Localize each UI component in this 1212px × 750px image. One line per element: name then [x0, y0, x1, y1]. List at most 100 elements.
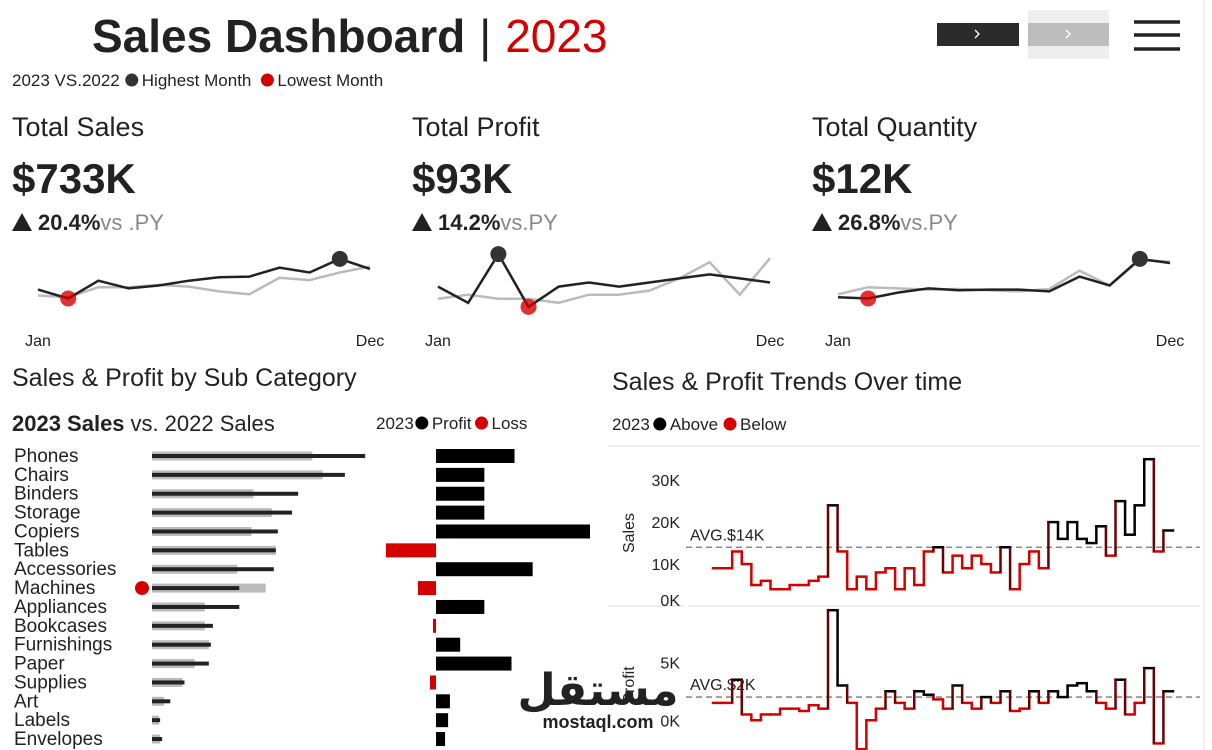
average-label: AVG.$2K	[690, 677, 756, 694]
kpi-value: $733K	[12, 155, 136, 202]
y-tick-label: 20K	[652, 515, 681, 532]
title-text: Sales Dashboard	[92, 10, 465, 62]
bar-2023	[152, 642, 211, 647]
dashboard-title: Sales Dashboard | 2023	[92, 10, 608, 62]
category-label: Bookcases	[14, 616, 107, 637]
bar-2023	[152, 737, 163, 742]
kpi-change: 26.8%vs.PY	[838, 210, 958, 235]
legend-dot	[415, 416, 429, 430]
highest-marker	[331, 250, 348, 267]
kpi-change-label: vs.PY	[900, 210, 958, 235]
profit-bar	[436, 656, 512, 671]
profit-bar	[385, 543, 437, 558]
legend-dot	[260, 73, 274, 87]
category-label: Art	[14, 691, 39, 712]
profit-bar	[433, 618, 437, 633]
legend-dot	[723, 417, 737, 431]
legend-label: 2023	[376, 414, 414, 433]
nav-arrow	[1065, 29, 1071, 39]
bar-2023	[152, 491, 299, 496]
lowest-marker	[60, 290, 77, 307]
nav-arrow	[974, 29, 980, 39]
kpi-change: 14.2%vs.PY	[438, 210, 558, 235]
decline-marker	[135, 581, 149, 596]
bar-2023	[152, 529, 278, 534]
category-label: Labels	[14, 710, 70, 731]
watermark-arabic: مستقل	[518, 666, 679, 715]
legend-dot	[653, 417, 667, 431]
spark-line	[437, 251, 771, 309]
bar-2023	[152, 699, 171, 704]
spark-line	[37, 265, 371, 299]
bar-2023	[152, 623, 213, 628]
category-label: Tables	[14, 540, 69, 561]
profit-bar	[436, 524, 590, 539]
bar-2023	[152, 548, 276, 553]
y-tick-label: 0K	[660, 713, 680, 730]
kpi-title: Total Quantity	[812, 112, 978, 142]
category-label: Furnishings	[14, 635, 112, 656]
kpi-title: Total Sales	[12, 112, 144, 142]
profit-bar	[436, 599, 485, 614]
x-tick-label: Dec	[356, 333, 384, 350]
legend-label: Highest Month	[142, 71, 252, 90]
legend-label: vs.	[131, 411, 159, 436]
legend-dot	[475, 416, 489, 430]
kpi-title: Total Profit	[412, 112, 540, 142]
lowest-marker	[860, 290, 877, 307]
spark-line	[437, 257, 771, 305]
legend-label: 2023	[612, 415, 650, 434]
category-label: Chairs	[14, 465, 69, 486]
y-tick-label: 0K	[660, 593, 680, 610]
kpi-change-label: vs.PY	[500, 210, 558, 235]
category-label: Appliances	[14, 597, 107, 618]
kpi-change-value: 14.2%	[438, 210, 500, 235]
title-separator: |	[479, 10, 491, 62]
up-triangle	[12, 213, 32, 231]
title-year: 2023	[505, 10, 607, 62]
profit-bar	[436, 562, 533, 577]
lowest-marker	[520, 298, 537, 315]
y-axis-label: Profit	[621, 666, 638, 704]
highest-marker	[490, 246, 507, 263]
profit-bar	[436, 637, 461, 652]
kpi-change-value: 26.8%	[838, 210, 900, 235]
profit-bar	[436, 694, 450, 709]
kpi-change: 20.4%vs .PY	[38, 210, 164, 235]
bar-2023	[152, 680, 185, 685]
category-label: Envelopes	[14, 729, 103, 750]
profit-bar	[436, 467, 485, 482]
x-tick-label: Jan	[425, 333, 451, 350]
up-triangle	[412, 213, 432, 231]
bar-2023	[152, 472, 345, 477]
kpi-change-value: 20.4%	[38, 210, 100, 235]
watermark-latin: mostaql.com	[542, 712, 653, 732]
bar-2023	[152, 604, 240, 609]
kpi-change-label: vs .PY	[100, 210, 164, 235]
x-tick-label: Jan	[825, 333, 851, 350]
bar-2023	[152, 718, 161, 723]
kpi-value: $93K	[412, 155, 512, 202]
profit-bar	[436, 732, 446, 747]
bar-2023	[152, 586, 240, 591]
y-tick-label: 5K	[660, 655, 680, 672]
y-axis-label: Sales	[621, 513, 638, 553]
legend-label: Below	[740, 415, 787, 434]
legend-label: 2022 Sales	[165, 411, 275, 436]
profit-bar	[429, 675, 437, 690]
category-label: Binders	[14, 484, 78, 505]
average-label: AVG.$14K	[690, 527, 765, 544]
profit-bar	[436, 713, 449, 728]
bar-2023	[152, 510, 293, 515]
nav-button-light[interactable]	[1028, 23, 1109, 46]
profit-bar	[417, 581, 437, 596]
menu-icon[interactable]	[1134, 20, 1180, 51]
category-label: Supplies	[14, 672, 87, 693]
category-label: Storage	[14, 503, 81, 524]
profit-bar	[436, 449, 515, 463]
bar-2023	[152, 567, 274, 572]
kpi-value: $12K	[812, 155, 912, 202]
section-title: Sales & Profit by Sub Category	[12, 364, 357, 392]
section-title: Sales & Profit Trends Over time	[612, 368, 962, 396]
